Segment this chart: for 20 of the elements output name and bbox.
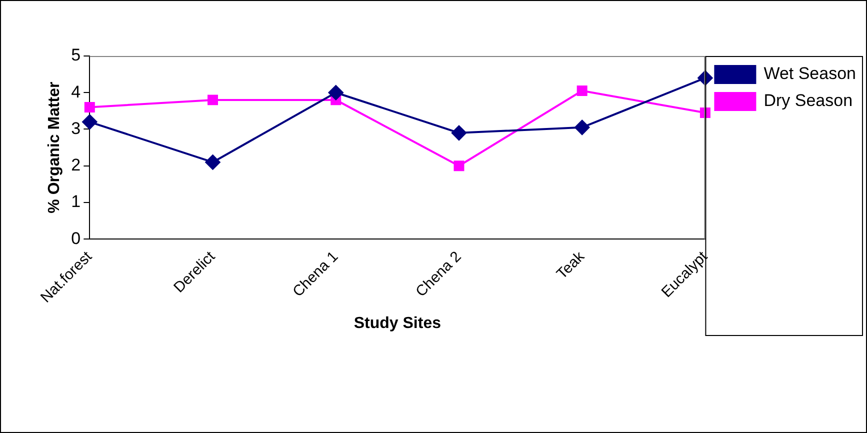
point (451, 125, 466, 140)
point (208, 94, 218, 106)
point (574, 120, 590, 135)
y-tick-label: 2 (71, 156, 81, 175)
point (205, 154, 220, 170)
point (454, 160, 464, 172)
y-tick-label: 0 (71, 228, 81, 248)
x-axis-title: Study Sites (354, 314, 442, 332)
legend-label: Wet Season (764, 64, 856, 84)
y-tick-label: 5 (71, 46, 81, 65)
y-axis-title: % Organic Matter (46, 82, 64, 214)
y-tick-label: 1 (71, 192, 81, 212)
x-tick-label: Teak (553, 248, 588, 283)
point (328, 85, 344, 100)
legend-label: Dry Season (764, 91, 853, 110)
point (84, 102, 95, 113)
y-tick-label: 3 (71, 118, 81, 138)
point (576, 86, 588, 96)
y-tick-label: 4 (71, 82, 81, 102)
point (82, 114, 98, 130)
